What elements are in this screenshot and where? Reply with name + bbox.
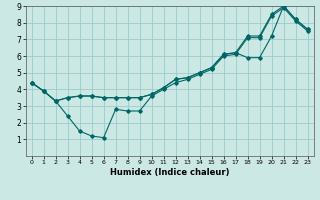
X-axis label: Humidex (Indice chaleur): Humidex (Indice chaleur) xyxy=(110,168,229,177)
